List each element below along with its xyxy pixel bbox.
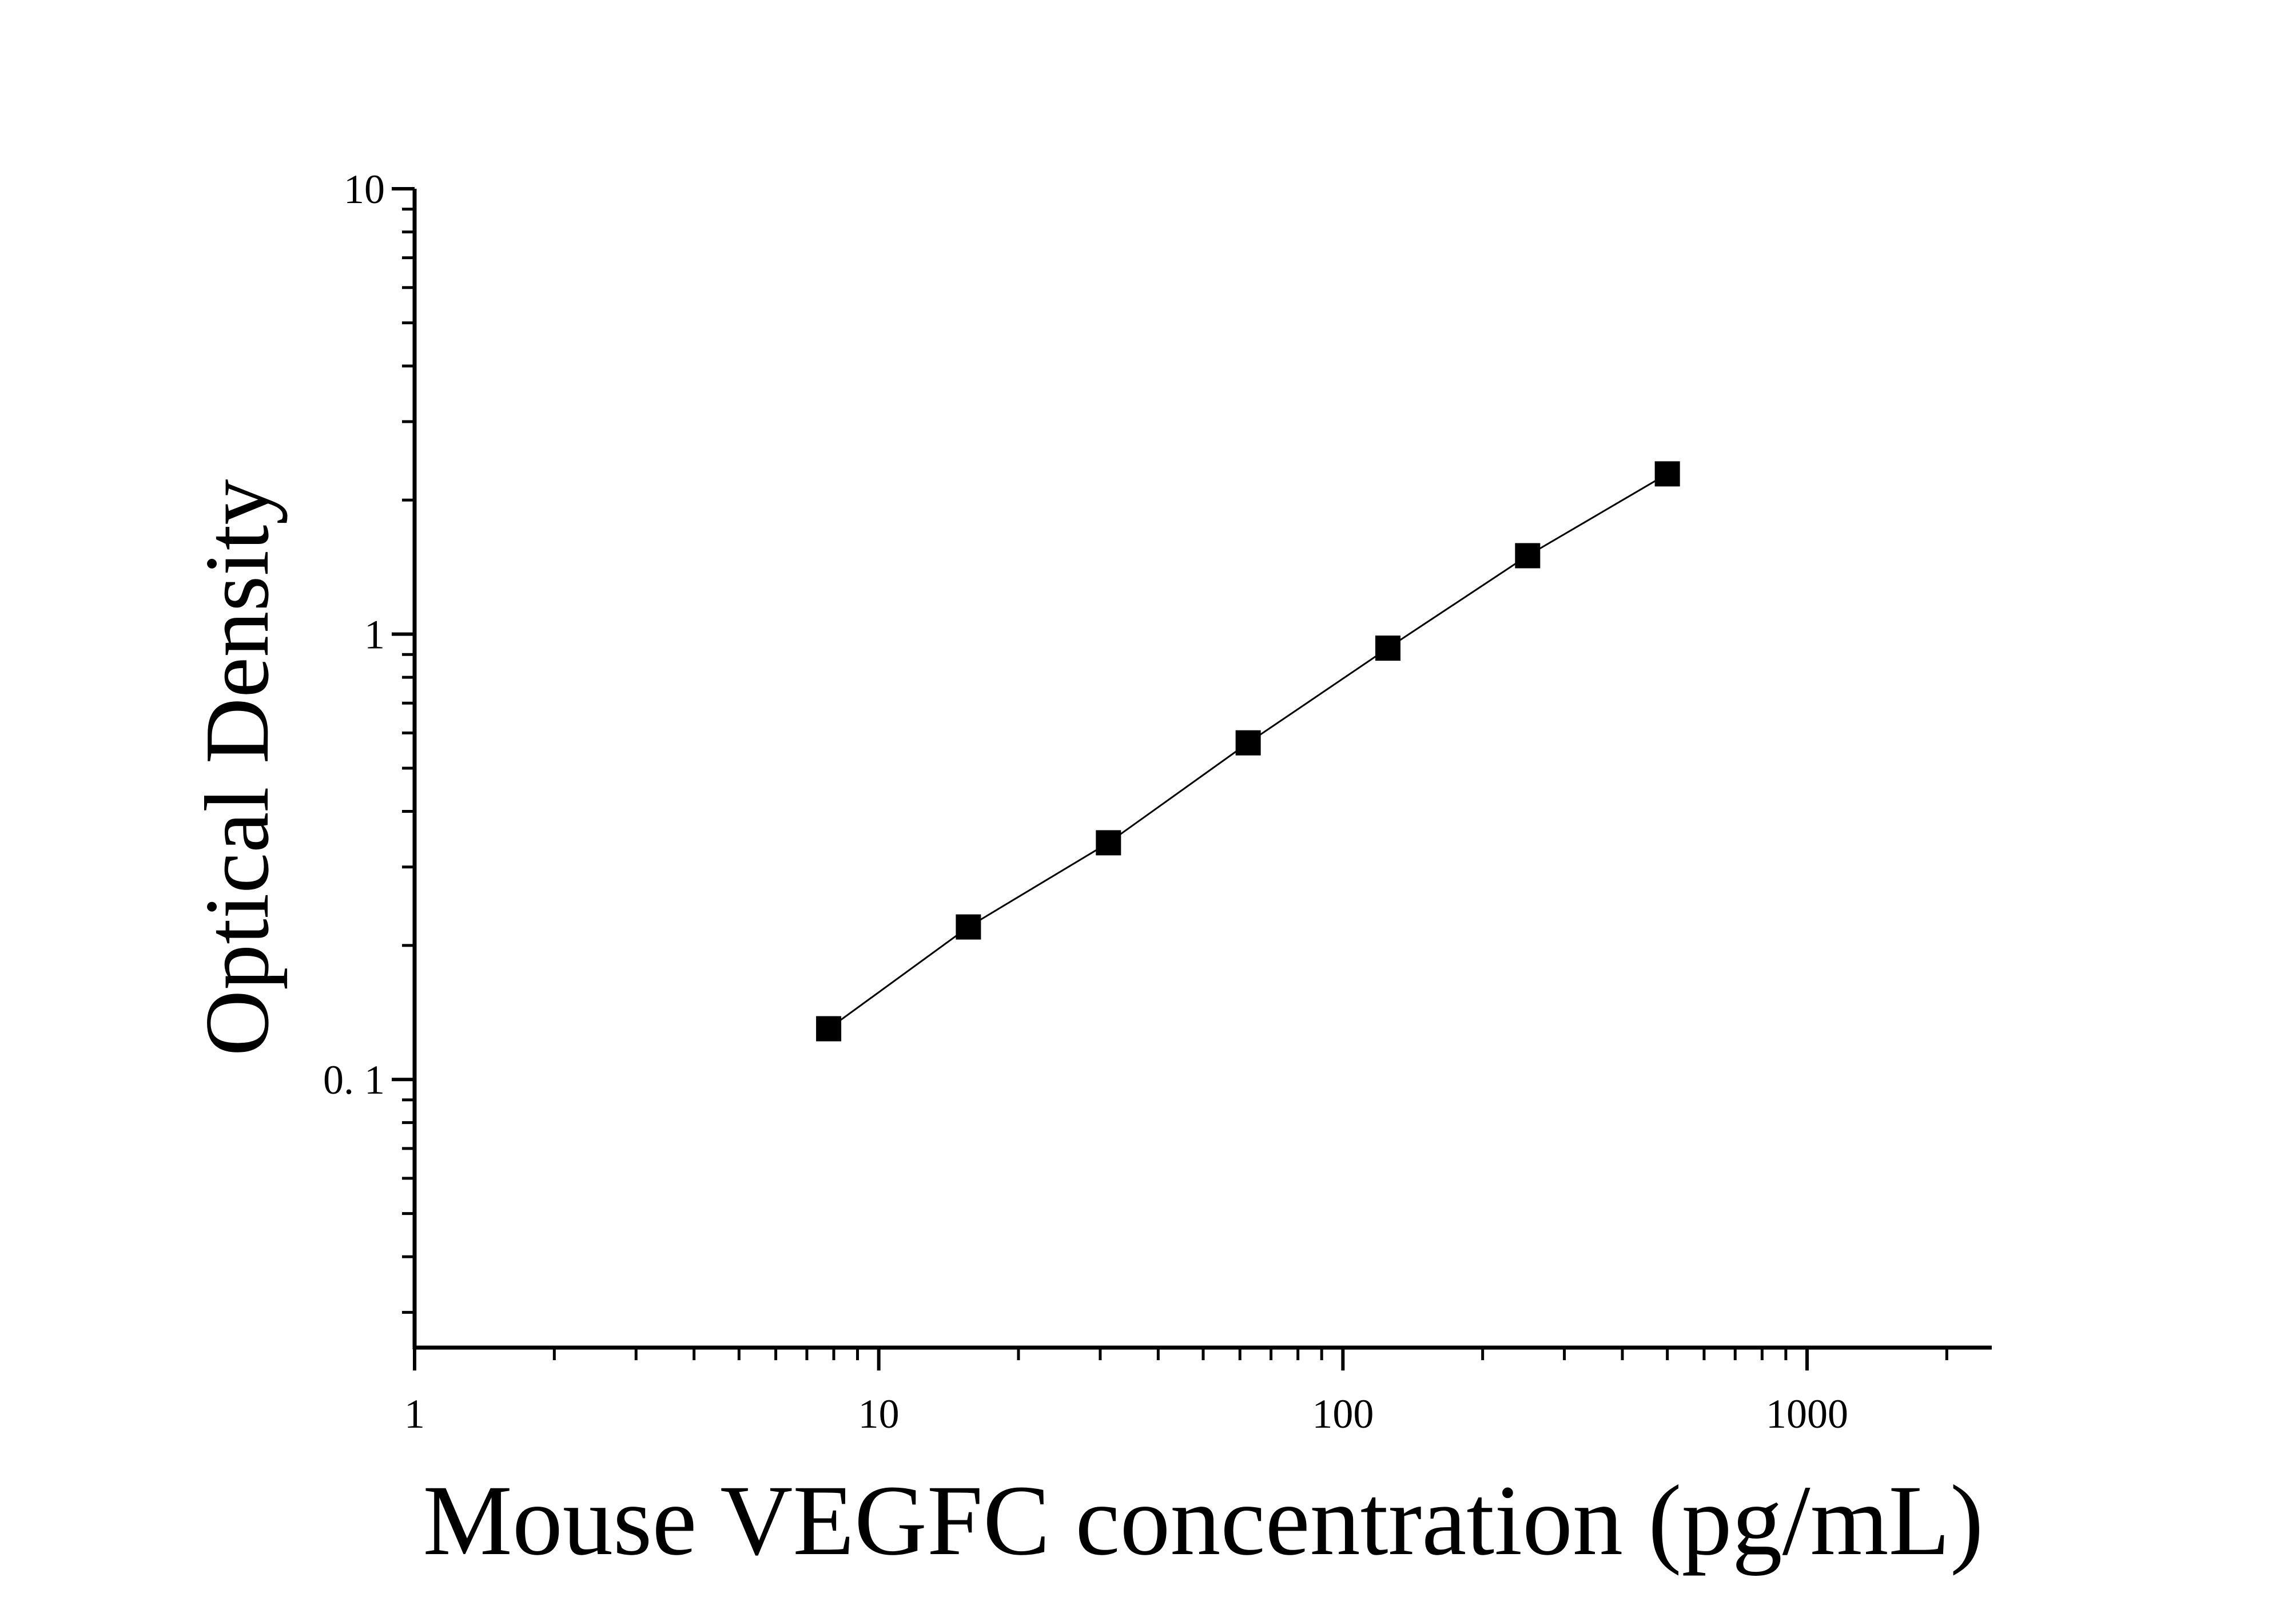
y-tick-label: 1: [364, 612, 385, 658]
data-point: [1654, 461, 1680, 487]
data-point: [1375, 635, 1400, 661]
x-tick-label: 100: [1312, 1391, 1374, 1437]
y-tick-label: 0. 1: [323, 1057, 385, 1103]
x-tick-label: 1: [404, 1391, 425, 1437]
data-point: [1235, 730, 1261, 756]
data-point: [816, 1016, 842, 1042]
y-axis-title: Optical Density: [186, 479, 288, 1056]
data-point: [1515, 543, 1541, 569]
y-tick-label: 10: [344, 166, 385, 212]
data-point: [1096, 830, 1121, 856]
x-tick-label: 10: [858, 1391, 900, 1437]
x-axis-title: Mouse VEGFC concentration (pg/mL): [423, 1465, 1983, 1576]
data-point: [956, 914, 981, 940]
x-tick-label: 1000: [1766, 1391, 1848, 1437]
